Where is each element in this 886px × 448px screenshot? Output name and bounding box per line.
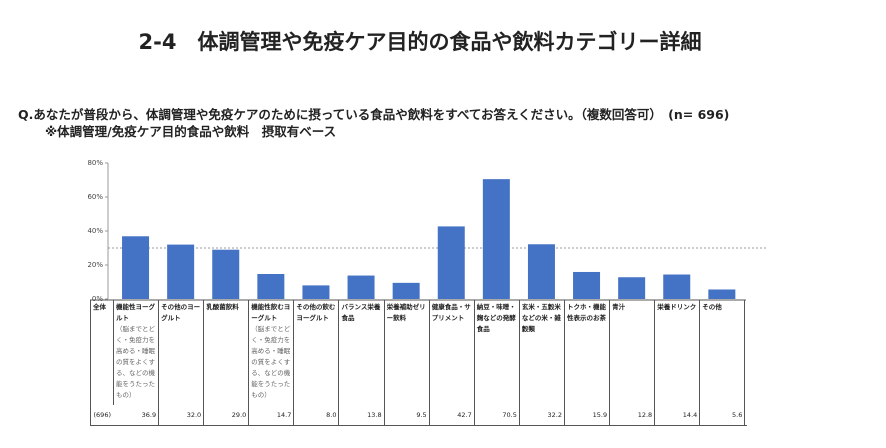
category-name: その他の飲むヨーグルト <box>296 303 336 322</box>
bar <box>437 226 465 299</box>
data-table: 全体 (696) 機能性ヨーグルト （脳までとどく・免疫力を高める・睡眠の質をよくする… <box>90 300 747 426</box>
value-label: 5.6 <box>732 411 743 419</box>
y-tick-label: 80% <box>87 159 103 167</box>
category-label: バランス栄養食品 <box>340 300 385 425</box>
value-label: 36.9 <box>141 411 157 419</box>
subtitle: ※体調管理/免疫ケア目的食品や飲料 摂取有ベース <box>45 124 337 139</box>
bar <box>663 274 691 299</box>
question: Q.あなたが普段から、体調管理や免疫ケアのために摂っている食品や飲料をすべてお答… <box>18 107 730 122</box>
category-label: 玄米・五穀米などの米・雑穀類 <box>520 300 565 425</box>
category-name: バランス栄養食品 <box>341 303 381 322</box>
category-note: （脳までとどく・免疫力を高める・睡眠の質をよくする、などの機能をうたったもの） <box>251 325 291 399</box>
value-label: 13.8 <box>367 411 382 419</box>
category-label: その他 <box>700 300 746 425</box>
value-label: 14.4 <box>682 411 698 419</box>
category-name: 乳酸菌飲料 <box>206 303 239 311</box>
category-note: （脳までとどく・免疫力を高める・睡眠の質をよくする、などの機能をうたったもの） <box>116 325 155 399</box>
category-name: 玄米・五穀米などの米・雑穀類 <box>521 303 561 333</box>
bar <box>167 244 195 299</box>
category-label: 健康食品・サプリメント <box>430 300 475 425</box>
bar <box>257 274 285 299</box>
category-name: 栄養ドリンク <box>657 303 697 311</box>
bar <box>212 249 240 299</box>
category-name: その他のヨーグルト <box>161 303 201 322</box>
category-label: その他の飲むヨーグルト <box>294 300 340 425</box>
category-name: その他 <box>702 303 722 311</box>
category-label: 栄養ドリンク <box>655 300 701 425</box>
y-tick-label: 60% <box>87 193 103 201</box>
category-label: 納豆・味噌・麹などの発酵食品 <box>475 300 520 425</box>
category-name: 機能性飲むヨーグルト <box>251 303 291 322</box>
category-label: 乳酸菌飲料 <box>204 300 250 425</box>
y-tick-label: 0% <box>92 295 103 303</box>
category-name: 栄養補助ゼリー飲料 <box>386 303 426 322</box>
bar <box>392 282 420 299</box>
category-label: 栄養補助ゼリー飲料 <box>385 300 430 425</box>
category-name: 納豆・味噌・麹などの発酵食品 <box>476 303 516 333</box>
bar <box>708 289 736 299</box>
category-label: 機能性ヨーグルト （脳までとどく・免疫力を高める・睡眠の質をよくする、などの機能を… <box>114 300 160 425</box>
bar <box>347 275 375 299</box>
y-tick-label: 40% <box>87 227 103 235</box>
category-name: 機能性ヨーグルト <box>116 303 155 322</box>
value-label: 32.0 <box>186 411 202 419</box>
value-label: 8.0 <box>326 411 337 419</box>
bar <box>527 244 555 299</box>
category-label: トクホ・機能性表示のお茶 <box>565 300 611 425</box>
category-name: 健康食品・サプリメント <box>431 303 471 322</box>
base-label: (696) <box>93 411 111 419</box>
value-label: 15.9 <box>592 411 608 419</box>
value-label: 14.7 <box>276 411 292 419</box>
y-tick-label: 20% <box>87 261 103 269</box>
value-label: 29.0 <box>231 411 247 419</box>
bar <box>122 236 150 299</box>
category-label: その他のヨーグルト <box>159 300 205 425</box>
category-label: 機能性飲むヨーグルト （脳までとどく・免疫力を高める・睡眠の質をよくする、などの機… <box>249 300 295 425</box>
bar <box>302 285 330 299</box>
value-label: 70.5 <box>502 411 517 419</box>
value-label: 32.2 <box>547 411 562 419</box>
page-title: 2-4 体調管理や免疫ケア目的の食品や飲料カテゴリー詳細 <box>138 30 702 54</box>
category-name: トクホ・機能性表示のお茶 <box>567 303 606 322</box>
category-name: 青汁 <box>612 303 626 311</box>
row-label: 全体 <box>91 300 114 405</box>
value-label: 9.5 <box>416 411 427 419</box>
value-label: 42.7 <box>457 411 472 419</box>
bar <box>573 271 601 299</box>
value-label: 12.8 <box>637 411 653 419</box>
bar <box>618 277 646 299</box>
bar <box>482 179 510 299</box>
category-label: 青汁 <box>610 300 656 425</box>
